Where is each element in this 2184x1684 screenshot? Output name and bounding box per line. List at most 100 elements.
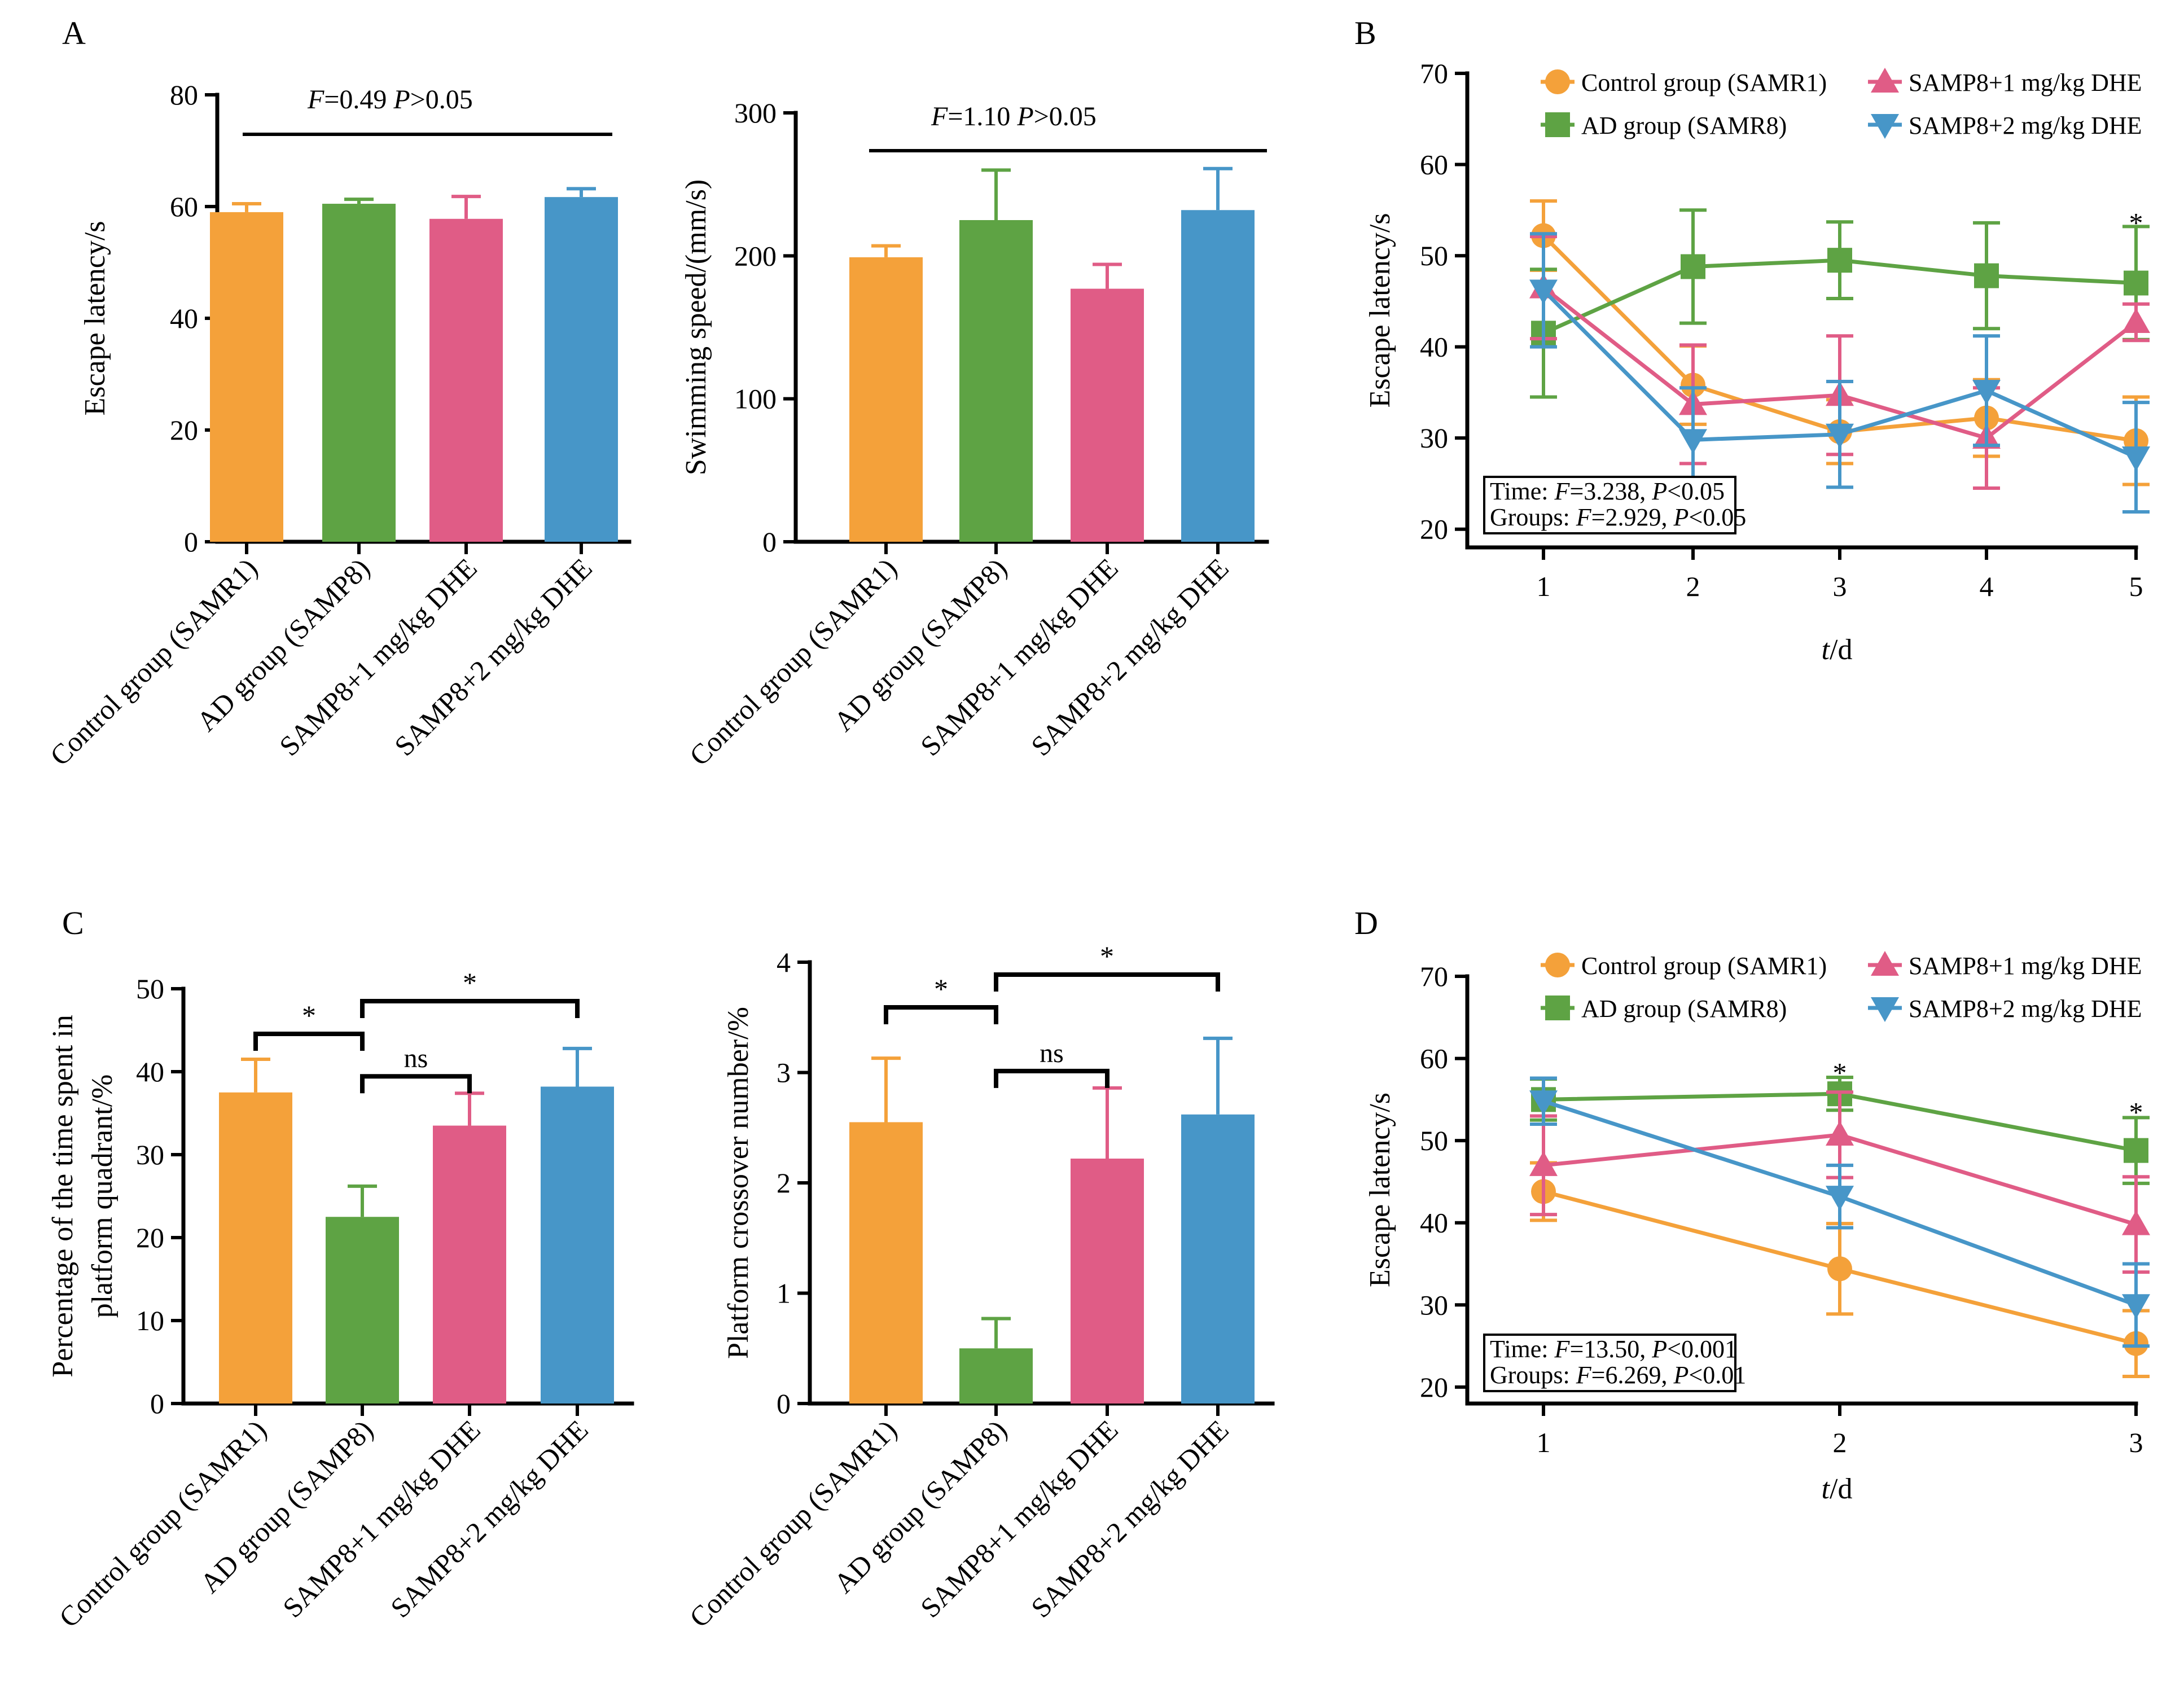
stat-line: Time: F=3.238, P<0.05 xyxy=(1490,477,1725,505)
y-tick-label: 50 xyxy=(1420,1125,1448,1156)
y-tick-label: 60 xyxy=(170,191,198,222)
y-tick-label: 40 xyxy=(170,302,198,334)
x-tick-label: 3 xyxy=(2129,1427,2143,1458)
marker-circle xyxy=(1545,953,1570,977)
y-axis-label: Escape latency/s xyxy=(1364,213,1396,407)
y-tick-label: 30 xyxy=(1420,1289,1448,1321)
legend-label: Control group (SAMR1) xyxy=(1581,69,1827,97)
x-axis-label: t/d xyxy=(1822,634,1853,666)
marker-triangle-up xyxy=(1871,68,1899,93)
bar xyxy=(429,218,503,542)
y-tick-label: 300 xyxy=(734,97,777,129)
stat-annotation: F=1.10 P>0.05 xyxy=(931,102,1097,131)
category-label: SAMP8+2 mg/kg DHE xyxy=(388,552,598,762)
significance-label: ns xyxy=(404,1043,428,1073)
bar xyxy=(433,1125,506,1404)
marker-square xyxy=(1545,996,1570,1020)
y-tick-label: 50 xyxy=(136,973,164,1005)
panel-label-a: A xyxy=(62,15,86,51)
y-tick-label: 40 xyxy=(136,1056,164,1087)
marker-triangle-down xyxy=(1679,429,1707,454)
significance-bracket xyxy=(994,1068,1109,1088)
legend-label: Control group (SAMR1) xyxy=(1581,952,1827,980)
bar xyxy=(1071,288,1144,542)
stat-line: Groups: F=6.269, P<0.01 xyxy=(1490,1361,1746,1389)
chart-a2: 0 100 200 300 Swimming speed/(mm/s) Control g… xyxy=(680,97,1269,771)
y-axis-label-line1: Percentage of the time spent in xyxy=(47,1015,79,1378)
significance-label: * xyxy=(934,973,948,1005)
category-label: Control group (SAMR1) xyxy=(683,1414,903,1633)
marker-square xyxy=(1681,254,1705,279)
y-tick-label: 4 xyxy=(777,946,791,978)
y-tick-label: 20 xyxy=(1420,1371,1448,1403)
chart-c2: 0 1 2 3 4 Platform crossover number/% Control … xyxy=(683,940,1275,1633)
x-tick-label: 1 xyxy=(1537,1427,1551,1458)
marker-triangle-down xyxy=(1529,1090,1558,1116)
marker-square xyxy=(1545,112,1570,137)
marker-circle xyxy=(1545,69,1570,94)
y-tick-label: 30 xyxy=(1420,422,1448,454)
y-axis-label-line2: platform quadrant/% xyxy=(86,1075,119,1318)
category-label: SAMP8+2 mg/kg DHE xyxy=(1025,552,1235,762)
y-tick-label: 0 xyxy=(184,526,198,558)
y-tick-label: 20 xyxy=(170,414,198,446)
significance-label: * xyxy=(302,999,316,1031)
bar xyxy=(219,1092,292,1404)
significance-bracket xyxy=(360,1074,472,1094)
marker-square xyxy=(2124,1138,2148,1163)
legend-label: SAMP8+2 mg/kg DHE xyxy=(1909,995,2142,1023)
marker-triangle-down xyxy=(1826,1186,1854,1211)
bar xyxy=(1181,1114,1255,1404)
y-tick-label: 20 xyxy=(136,1222,164,1253)
marker-triangle-down xyxy=(2122,446,2150,472)
legend-label: SAMP8+1 mg/kg DHE xyxy=(1909,952,2142,980)
x-tick-label: 2 xyxy=(1686,571,1700,602)
category-label: Control group (SAMR1) xyxy=(53,1414,273,1633)
bar xyxy=(849,257,923,542)
y-tick-label: 1 xyxy=(777,1278,791,1309)
marker-triangle-up xyxy=(1826,1120,1854,1146)
significance-label: * xyxy=(1100,940,1114,972)
y-axis-label: Escape latency/s xyxy=(1364,1093,1396,1287)
legend-label: AD group (SAMR8) xyxy=(1581,112,1787,139)
marker-triangle-down xyxy=(2122,1294,2150,1319)
y-tick-label: 60 xyxy=(1420,149,1448,181)
significance-label: ns xyxy=(1040,1038,1064,1068)
category-label: Control group (SAMR1) xyxy=(683,552,903,771)
x-tick-label: 2 xyxy=(1833,1427,1847,1458)
bar xyxy=(210,212,283,542)
significance-star: * xyxy=(1833,1057,1847,1089)
y-tick-label: 20 xyxy=(1420,514,1448,545)
marker-triangle-up xyxy=(2122,308,2150,333)
bar xyxy=(326,1217,399,1404)
marker-triangle-up xyxy=(2122,1210,2150,1235)
stat-box xyxy=(1483,476,1736,534)
marker-triangle-down xyxy=(1826,423,1854,449)
stat-annotation: F=0.49 P>0.05 xyxy=(307,85,473,115)
bar xyxy=(1181,210,1255,542)
legend-label: SAMP8+1 mg/kg DHE xyxy=(1909,69,2142,97)
category-label: SAMP8+1 mg/kg DHE xyxy=(277,1414,486,1624)
y-tick-label: 40 xyxy=(1420,331,1448,363)
marker-circle xyxy=(1827,1256,1852,1282)
panel-label-c: C xyxy=(62,905,84,941)
significance-star: * xyxy=(2129,207,2143,238)
chart-c1: 0 10 20 30 40 50 Percentage of the time spent … xyxy=(47,967,634,1633)
marker-triangle-down xyxy=(1871,114,1899,139)
bar xyxy=(322,204,396,542)
y-tick-label: 2 xyxy=(777,1167,791,1199)
significance-label: * xyxy=(463,967,477,998)
marker-square xyxy=(1974,263,1999,288)
marker-triangle-down xyxy=(1529,279,1558,305)
bar xyxy=(959,220,1033,542)
y-tick-label: 80 xyxy=(170,79,198,111)
x-tick-label: 4 xyxy=(1980,571,1994,602)
significance-bracket xyxy=(884,1005,998,1024)
stat-line: Time: F=13.50, P<0.001 xyxy=(1490,1335,1737,1363)
marker-triangle-down xyxy=(1972,380,2001,405)
y-tick-label: 0 xyxy=(777,1388,791,1419)
marker-triangle-down xyxy=(1871,997,1899,1022)
significance-star: * xyxy=(2129,1096,2143,1128)
y-tick-label: 100 xyxy=(734,383,777,415)
